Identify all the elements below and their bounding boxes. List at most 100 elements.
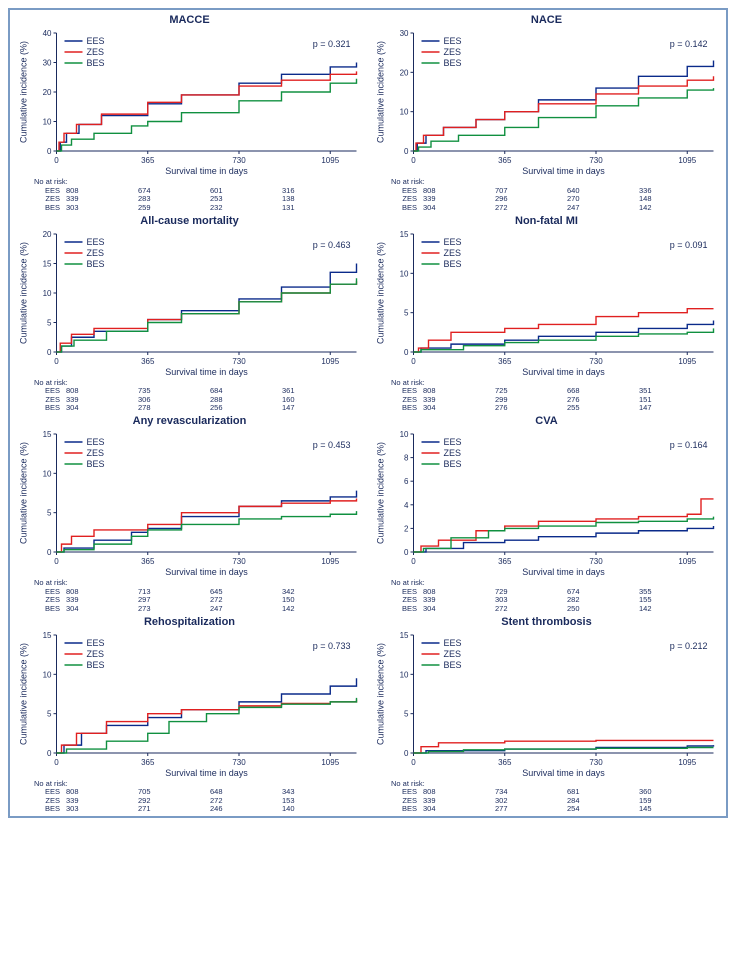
chart-svg: 01020304003657301095Survival time in day… (14, 27, 365, 177)
svg-text:15: 15 (43, 631, 52, 640)
svg-text:5: 5 (404, 308, 409, 317)
svg-text:10: 10 (43, 670, 52, 679)
svg-text:730: 730 (589, 557, 603, 566)
panel-title: CVA (371, 415, 722, 427)
svg-text:15: 15 (43, 430, 52, 439)
risk-table: No at risk:EES808735684361ZES33930628816… (32, 379, 365, 414)
panel: CVA024681003657301095Survival time in da… (371, 415, 722, 614)
risk-table: No at risk:EES808734681360ZES33930228415… (389, 780, 722, 815)
svg-text:10: 10 (400, 108, 409, 117)
svg-text:0: 0 (47, 749, 52, 758)
svg-text:ZES: ZES (87, 248, 105, 258)
p-value: p = 0.733 (313, 641, 351, 651)
svg-text:EES: EES (444, 437, 462, 447)
series-line (414, 526, 714, 552)
svg-text:20: 20 (43, 88, 52, 97)
svg-text:1095: 1095 (678, 758, 696, 767)
svg-text:BES: BES (87, 459, 105, 469)
svg-text:ZES: ZES (444, 47, 462, 57)
svg-text:EES: EES (444, 237, 462, 247)
svg-text:30: 30 (43, 59, 52, 68)
panel-title: Non-fatal MI (371, 215, 722, 227)
svg-text:BES: BES (444, 259, 462, 269)
svg-text:ZES: ZES (87, 448, 105, 458)
svg-text:10: 10 (400, 670, 409, 679)
svg-text:Cumulative incidence (%): Cumulative incidence (%) (19, 642, 29, 744)
svg-text:0: 0 (47, 147, 52, 156)
svg-text:ZES: ZES (87, 47, 105, 57)
series-line (57, 697, 357, 752)
panel: NACE010203003657301095Survival time in d… (371, 14, 722, 213)
svg-text:EES: EES (87, 638, 105, 648)
svg-text:1095: 1095 (321, 557, 339, 566)
p-value: p = 0.142 (670, 39, 708, 49)
series-line (414, 308, 714, 351)
series-line (57, 278, 357, 352)
panel: Any revascularization05101503657301095Su… (14, 415, 365, 614)
svg-text:2: 2 (404, 524, 409, 533)
p-value: p = 0.212 (670, 641, 708, 651)
risk-table: No at risk:EES808725668351ZES33929927615… (389, 379, 722, 414)
panel-title: Any revascularization (14, 415, 365, 427)
svg-text:1095: 1095 (678, 557, 696, 566)
svg-text:Survival time in days: Survival time in days (522, 567, 605, 577)
svg-text:730: 730 (232, 758, 246, 767)
svg-text:1095: 1095 (321, 758, 339, 767)
svg-text:0: 0 (54, 557, 59, 566)
svg-text:365: 365 (498, 758, 512, 767)
svg-text:BES: BES (444, 660, 462, 670)
svg-text:365: 365 (498, 357, 512, 366)
svg-text:1095: 1095 (321, 357, 339, 366)
p-value: p = 0.453 (313, 440, 351, 450)
svg-text:Survival time in days: Survival time in days (522, 768, 605, 778)
svg-text:Survival time in days: Survival time in days (522, 166, 605, 176)
svg-text:Survival time in days: Survival time in days (165, 567, 248, 577)
svg-text:Survival time in days: Survival time in days (165, 367, 248, 377)
panel: All-cause mortality0510152003657301095Su… (14, 215, 365, 414)
svg-text:EES: EES (87, 36, 105, 46)
panel-title: Stent thrombosis (371, 616, 722, 628)
panel-title: MACCE (14, 14, 365, 26)
svg-text:BES: BES (87, 259, 105, 269)
svg-text:EES: EES (87, 237, 105, 247)
svg-text:0: 0 (54, 156, 59, 165)
panel-title: All-cause mortality (14, 215, 365, 227)
series-line (57, 263, 357, 352)
panel: Rehospitalization05101503657301095Surviv… (14, 616, 365, 815)
svg-text:0: 0 (54, 357, 59, 366)
svg-text:730: 730 (232, 557, 246, 566)
svg-text:Cumulative incidence (%): Cumulative incidence (%) (19, 41, 29, 143)
svg-text:1095: 1095 (678, 156, 696, 165)
svg-text:Cumulative incidence (%): Cumulative incidence (%) (19, 241, 29, 343)
svg-text:20: 20 (43, 230, 52, 239)
svg-text:730: 730 (589, 357, 603, 366)
svg-text:0: 0 (54, 758, 59, 767)
svg-text:EES: EES (87, 437, 105, 447)
p-value: p = 0.091 (670, 240, 708, 250)
svg-text:0: 0 (404, 348, 409, 357)
svg-text:BES: BES (444, 58, 462, 68)
svg-text:Cumulative incidence (%): Cumulative incidence (%) (19, 442, 29, 544)
svg-text:5: 5 (47, 509, 52, 518)
svg-text:Cumulative incidence (%): Cumulative incidence (%) (376, 442, 386, 544)
svg-text:ZES: ZES (444, 448, 462, 458)
panel: MACCE01020304003657301095Survival time i… (14, 14, 365, 213)
svg-text:365: 365 (498, 557, 512, 566)
svg-text:365: 365 (141, 758, 155, 767)
chart-svg: 05101503657301095Survival time in daysCu… (371, 629, 722, 779)
svg-text:0: 0 (411, 156, 416, 165)
series-line (414, 88, 714, 151)
svg-text:Cumulative incidence (%): Cumulative incidence (%) (376, 642, 386, 744)
svg-text:BES: BES (87, 660, 105, 670)
svg-text:EES: EES (444, 638, 462, 648)
series-line (57, 699, 357, 752)
svg-text:0: 0 (404, 749, 409, 758)
svg-text:730: 730 (232, 357, 246, 366)
svg-text:0: 0 (411, 357, 416, 366)
svg-text:0: 0 (404, 548, 409, 557)
series-line (57, 281, 357, 352)
svg-text:5: 5 (47, 709, 52, 718)
svg-text:365: 365 (141, 357, 155, 366)
svg-text:1095: 1095 (678, 357, 696, 366)
svg-text:730: 730 (589, 156, 603, 165)
